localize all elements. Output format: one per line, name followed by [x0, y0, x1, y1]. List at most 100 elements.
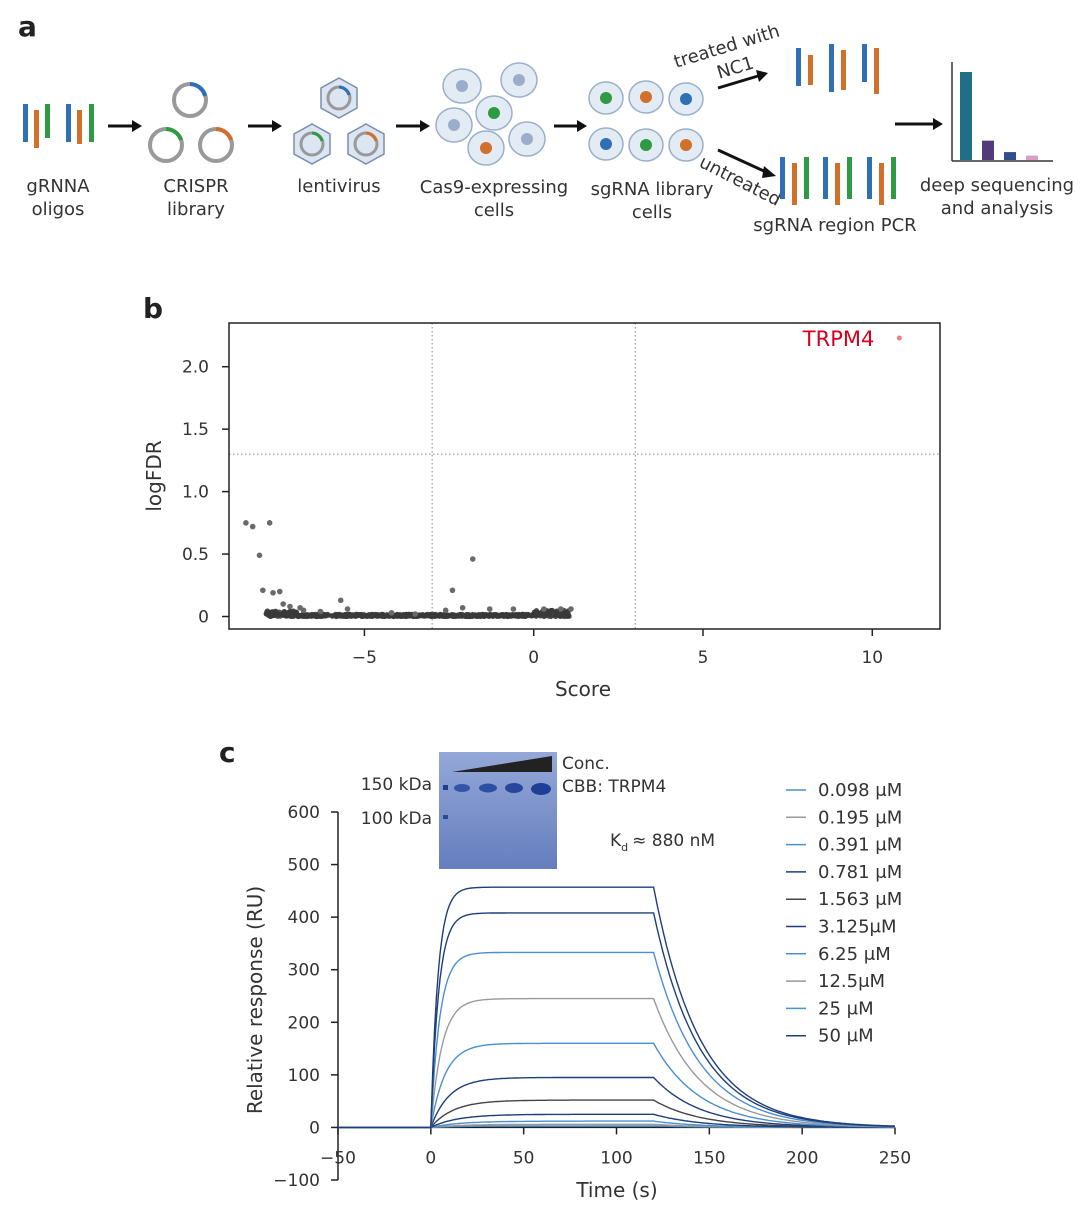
data-point	[449, 587, 456, 594]
data-point	[266, 520, 273, 526]
data-point	[348, 612, 354, 618]
step-label-lentivirus: lentivirus	[297, 176, 380, 197]
analysis-bar	[960, 72, 972, 160]
x-tick-label: 0	[425, 1148, 436, 1168]
stain-label: CBB: TRPM4	[562, 777, 666, 797]
analysis-bar	[1004, 152, 1016, 160]
analysis-bar	[982, 140, 994, 160]
x-tick-label: 200	[786, 1148, 818, 1168]
data-point	[548, 607, 554, 614]
data-point	[307, 613, 313, 619]
gel-band	[505, 783, 523, 793]
data-point	[267, 613, 274, 619]
response-curve	[338, 886, 896, 1129]
y-tick-label: 600	[288, 803, 320, 823]
y-tick-label: −100	[273, 1171, 320, 1191]
data-point	[442, 613, 448, 620]
panel-b-y-axis-title: logFDR	[142, 440, 166, 511]
gel-inset	[439, 752, 557, 869]
data-point	[341, 613, 347, 619]
data-point	[485, 613, 492, 619]
step-label-sgrna: sgRNA library cells	[591, 179, 714, 223]
legend-entry: 0.195 μM	[818, 807, 902, 828]
trpm4-point	[896, 335, 902, 341]
y-tick-label: 0	[309, 1118, 320, 1138]
data-point	[289, 611, 295, 618]
legend-entry: 50 μM	[818, 1026, 874, 1047]
legend-entry: 0.391 μM	[818, 835, 902, 856]
data-point	[317, 608, 324, 615]
data-point	[498, 613, 505, 619]
x-tick-label: 10	[861, 648, 883, 668]
y-tick-label: 400	[288, 908, 320, 928]
gel-band	[479, 783, 497, 793]
data-point	[400, 612, 406, 618]
x-tick-label: −5	[352, 648, 377, 668]
data-point	[412, 611, 419, 617]
data-point	[510, 612, 516, 618]
panel-b-letter: b	[143, 292, 163, 325]
data-point	[465, 612, 471, 618]
x-tick-label: 100	[600, 1148, 632, 1168]
data-point	[260, 587, 266, 594]
data-point	[270, 589, 276, 596]
data-point	[566, 613, 572, 619]
panel-b-plot-frame	[228, 322, 941, 630]
data-point	[249, 523, 256, 530]
x-tick-label: −50	[320, 1148, 356, 1168]
y-tick-label: 100	[288, 1066, 320, 1086]
data-point	[283, 613, 289, 619]
step-label-crispr: CRISPR library	[163, 176, 228, 220]
pcr-label: sgRNA region PCR	[753, 215, 916, 236]
data-point	[475, 612, 482, 618]
arrow-1-icon	[108, 120, 142, 132]
step-label-grna: gRNNA oligos	[26, 176, 90, 220]
data-point	[388, 609, 395, 616]
panel-a: a gRNNA oligos CRISPR library	[18, 10, 1074, 236]
data-point	[541, 606, 547, 612]
data-point	[272, 609, 278, 616]
sgrna-cells-icon	[588, 80, 704, 162]
treated-sgrna-bars-icon	[796, 44, 879, 94]
arrow-3-icon	[396, 120, 430, 132]
data-point	[516, 613, 522, 619]
grna-oligos-icon	[23, 104, 94, 148]
data-point	[337, 597, 344, 604]
x-tick-label: 5	[698, 648, 709, 668]
legend-entry: 25 μM	[818, 998, 874, 1019]
data-point	[528, 613, 535, 619]
concentration-wedge-icon	[452, 756, 552, 772]
crispr-library-icon	[148, 82, 234, 163]
panel-c: c 150 kDa 100 kDa Conc. CBB: TRPM4 Kd ≈ 8…	[219, 736, 911, 1202]
data-point	[277, 613, 283, 619]
step-label-cas9: Cas9-expressing cells	[420, 177, 568, 221]
data-point	[480, 611, 486, 617]
legend-entry: 3.125μM	[818, 917, 897, 938]
panel-b-x-axis-title: Score	[555, 677, 611, 701]
data-point	[469, 556, 476, 562]
panel-c-y-axis-title: Relative response (RU)	[243, 886, 267, 1114]
panel-b-x-ticks: −5 0 5 10	[352, 629, 883, 668]
arrow-2-icon	[248, 120, 282, 132]
x-tick-label: 250	[879, 1148, 911, 1168]
data-point	[344, 606, 351, 612]
y-tick-label: 500	[288, 856, 320, 876]
kd-label: Kd ≈ 880 nM	[610, 831, 715, 854]
data-point	[381, 613, 387, 620]
panel-c-x-axis-title: Time (s)	[575, 1178, 657, 1202]
panel-b-points	[243, 520, 574, 620]
gel-band	[531, 783, 551, 795]
arrow-5-icon	[895, 118, 943, 130]
trpm4-label: TRPM4	[802, 327, 875, 351]
data-point	[368, 613, 374, 619]
data-point	[546, 613, 552, 619]
data-point	[264, 609, 270, 615]
data-point	[459, 604, 466, 611]
data-point	[568, 606, 574, 612]
panel-b-y-ticks: 0 0.5 1.0 1.5 2.0	[182, 358, 229, 628]
data-point	[558, 606, 564, 612]
panel-b: b −5 0 5 10 0 0.5 1.0 1.5 2.0 TRPM4 Score logFD…	[142, 292, 941, 701]
data-point	[456, 613, 462, 619]
data-point	[556, 610, 562, 616]
